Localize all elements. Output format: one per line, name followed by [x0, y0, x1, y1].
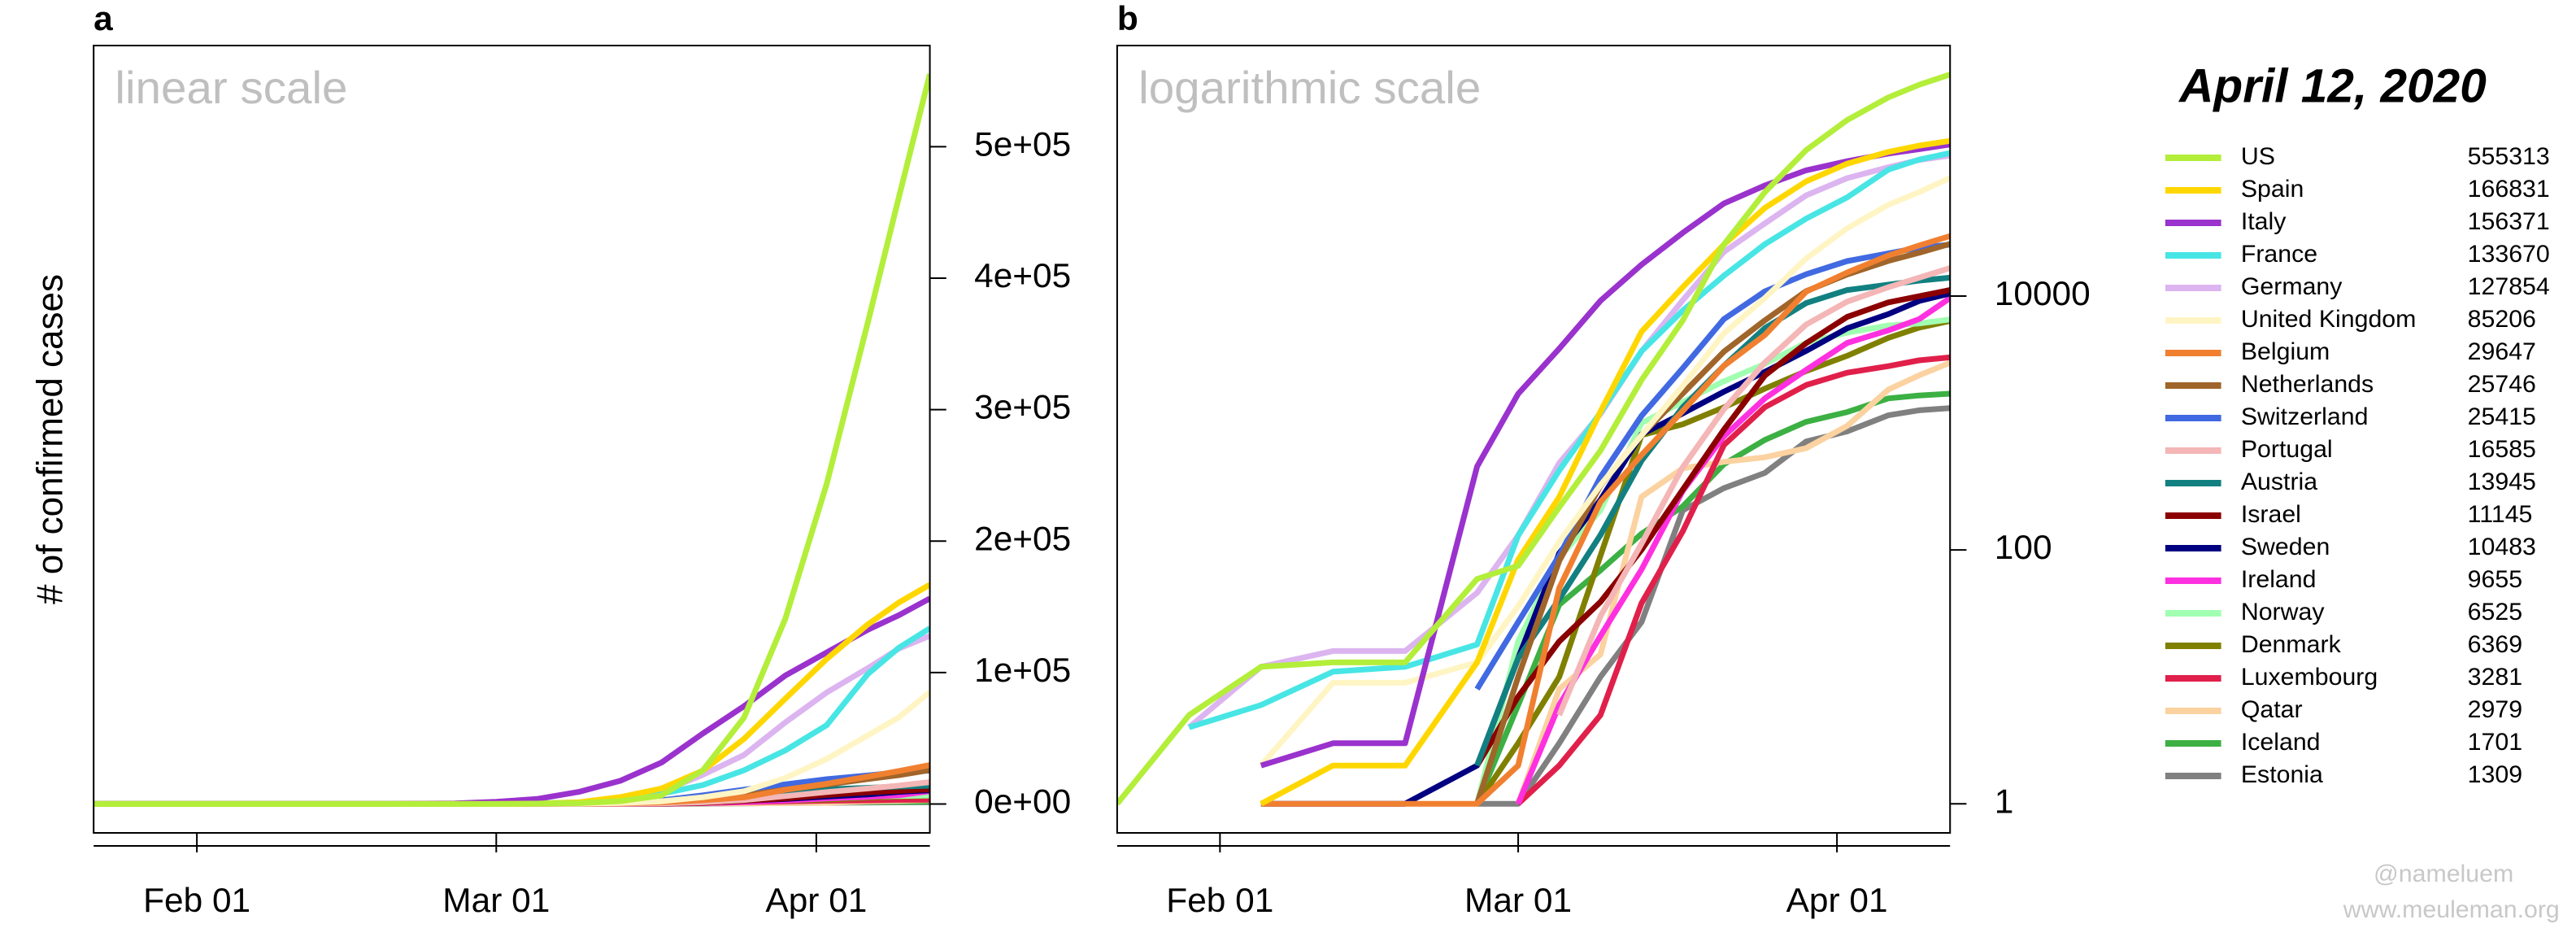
legend-label: Austria: [2241, 468, 2318, 495]
legend-value: 25415: [2468, 403, 2536, 430]
legend-value: 6369: [2468, 631, 2522, 658]
legend-value: 3281: [2468, 664, 2522, 691]
y-tick-label: 3e+05: [974, 388, 1071, 426]
series-line: [94, 73, 930, 807]
credit: www.meuleman.org: [2343, 896, 2560, 923]
y-tick-label: 4e+05: [974, 256, 1071, 294]
legend-label: Qatar: [2241, 696, 2303, 723]
series-line: [1474, 241, 1951, 805]
legend-value: 1309: [2468, 761, 2522, 788]
legend-value: 127854: [2468, 273, 2550, 300]
series-line: [1260, 233, 1951, 807]
series-line: [1556, 265, 1951, 717]
legend-value: 6525: [2468, 599, 2522, 625]
legend-value: 555313: [2468, 143, 2550, 170]
series-line: [1260, 290, 1951, 807]
series-line: [94, 595, 930, 807]
y-tick-label: 5e+05: [974, 125, 1071, 163]
legend-label: Estonia: [2241, 761, 2323, 788]
legend-label: United Kingdom: [2241, 306, 2417, 333]
panel-label: a: [94, 0, 113, 37]
series-line: [1259, 175, 1951, 768]
legend-label: Netherlands: [2241, 371, 2374, 398]
legend-label: Israel: [2241, 501, 2301, 528]
x-tick-label: Mar 01: [442, 881, 550, 919]
y-tick-label: 1: [1995, 782, 2014, 821]
series-line: [94, 625, 930, 807]
legend-label: Spain: [2241, 176, 2304, 203]
legend-value: 85206: [2468, 306, 2536, 333]
scale-note: linear scale: [115, 62, 347, 113]
legend-value: 133670: [2468, 241, 2550, 268]
legend-value: 13945: [2468, 468, 2536, 495]
legend-value: 11145: [2468, 501, 2533, 528]
x-tick-label: Apr 01: [1786, 881, 1888, 919]
series-line: [1188, 150, 1951, 730]
legend-label: Germany: [2241, 273, 2343, 300]
series-line: [1260, 137, 1951, 807]
series-line: [1515, 360, 1951, 805]
legend-label: Switzerland: [2241, 403, 2369, 430]
series-line: [94, 633, 930, 807]
y-tick-label: 100: [1995, 528, 2052, 566]
legend-value: 25746: [2468, 371, 2536, 398]
legend-label: Iceland: [2241, 729, 2321, 756]
legend-value: 16585: [2468, 436, 2536, 463]
legend-value: 166831: [2468, 176, 2550, 203]
legend-value: 156371: [2468, 208, 2550, 235]
y-tick-label: 1e+05: [974, 651, 1071, 689]
series-line: [1477, 405, 1951, 807]
legend-label: France: [2241, 241, 2317, 268]
legend-label: Ireland: [2241, 566, 2317, 593]
legend-value: 9655: [2468, 566, 2522, 593]
scale-note: logarithmic scale: [1138, 62, 1481, 113]
y-axis-title: # of confirmed cases: [30, 274, 70, 604]
legend-value: 29647: [2468, 338, 2536, 365]
series-line: [1116, 72, 1951, 806]
series-line: [1516, 354, 1951, 806]
credit: @nameluem: [2374, 861, 2513, 887]
legend-label: Portugal: [2241, 436, 2333, 463]
legend-label: US: [2241, 143, 2275, 170]
y-tick-label: 2e+05: [974, 520, 1071, 558]
legend-value: 10483: [2468, 534, 2536, 560]
x-tick-label: Mar 01: [1464, 881, 1572, 919]
legend-value: 2979: [2468, 696, 2522, 723]
plot-frame: [93, 45, 931, 834]
panel-label: b: [1117, 0, 1138, 37]
legend-value: 1701: [2468, 729, 2522, 756]
series-line: [1474, 287, 1951, 767]
x-tick-label: Apr 01: [765, 881, 867, 919]
legend-label: Norway: [2241, 599, 2326, 625]
chart-title: April 12, 2020: [2178, 60, 2487, 113]
legend-label: Italy: [2241, 208, 2287, 235]
legend-label: Belgium: [2241, 338, 2330, 365]
legend-label: Denmark: [2241, 631, 2342, 658]
y-tick-label: 10000: [1995, 274, 2091, 312]
legend-label: Sweden: [2241, 534, 2330, 560]
y-tick-label: 0e+00: [974, 782, 1071, 821]
x-tick-label: Feb 01: [1166, 881, 1273, 919]
series-line: [1515, 295, 1951, 805]
x-tick-label: Feb 01: [143, 881, 250, 919]
legend-label: Luxembourg: [2241, 664, 2378, 691]
plot-frame: [1116, 45, 1952, 834]
